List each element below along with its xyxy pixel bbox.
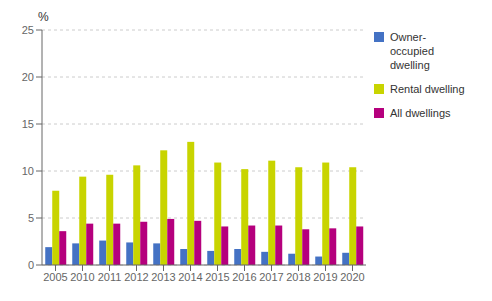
svg-text:5: 5 bbox=[28, 212, 34, 224]
svg-text:2012: 2012 bbox=[124, 271, 148, 283]
svg-text:15: 15 bbox=[22, 118, 34, 130]
html-text:Owner- occupied dwelling: Owner- occupied dwelling bbox=[390, 31, 434, 71]
svg-text:2018: 2018 bbox=[286, 271, 310, 283]
svg-text:2015: 2015 bbox=[205, 271, 229, 283]
svg-text:2020: 2020 bbox=[340, 271, 364, 283]
svg-text:2014: 2014 bbox=[178, 271, 202, 283]
html-text:Rental dwelling: Rental dwelling bbox=[390, 83, 465, 95]
html-text:All dwellings: All dwellings bbox=[390, 107, 451, 119]
svg-text:2005: 2005 bbox=[43, 271, 67, 283]
svg-text:0: 0 bbox=[28, 259, 34, 271]
svg-text:2010: 2010 bbox=[70, 271, 94, 283]
svg-text:20: 20 bbox=[22, 71, 34, 83]
svg-text:2013: 2013 bbox=[151, 271, 175, 283]
svg-text:10: 10 bbox=[22, 165, 34, 177]
svg-text:25: 25 bbox=[22, 24, 34, 36]
svg-text:2016: 2016 bbox=[232, 271, 256, 283]
svg-text:2017: 2017 bbox=[259, 271, 283, 283]
svg-text:2019: 2019 bbox=[313, 271, 337, 283]
svg-text:2011: 2011 bbox=[98, 271, 122, 283]
